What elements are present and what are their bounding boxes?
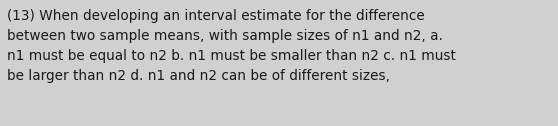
Text: (13) When developing an interval estimate for the difference
between two sample : (13) When developing an interval estimat… — [7, 9, 456, 83]
